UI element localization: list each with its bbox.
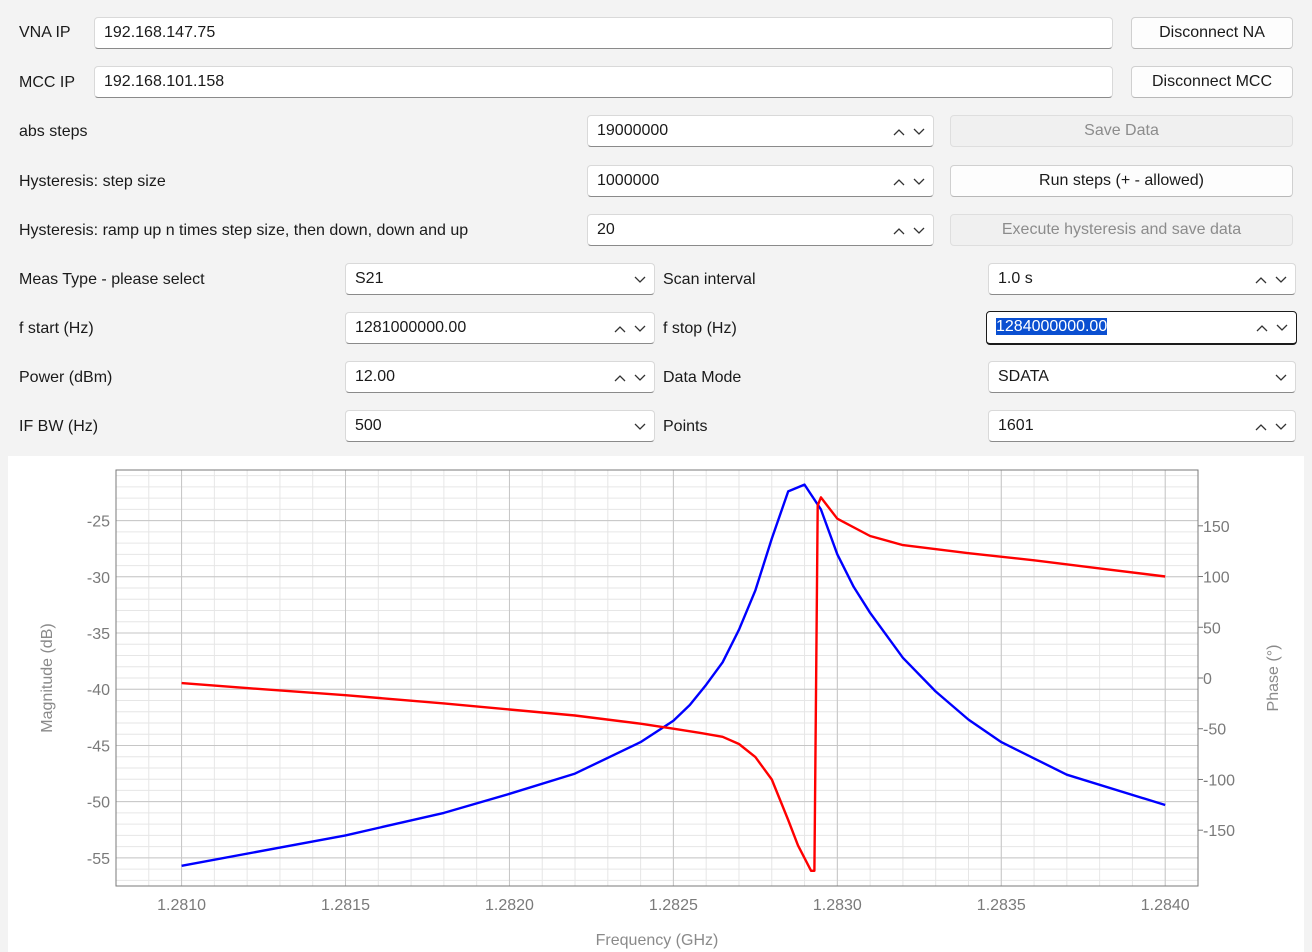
- disconnect-mcc-button[interactable]: Disconnect MCC: [1131, 66, 1293, 98]
- vna-plot[interactable]: 1.2810 1.2815 1.2820 1.2825 1.2830 1.2835 1.28…: [8, 456, 1304, 952]
- execute-hysteresis-button[interactable]: Execute hysteresis and save data: [950, 214, 1293, 246]
- increment-icon[interactable]: [891, 215, 907, 245]
- hysteresis-ramp-label: Hysteresis: ramp up n times step size, t…: [19, 222, 469, 239]
- hysteresis-step-value: 1000000: [597, 172, 660, 189]
- y-axis-title: Magnitude (dB): [39, 623, 56, 732]
- meas-type-value: S21: [355, 270, 384, 287]
- hysteresis-ramp-value: 20: [597, 221, 615, 238]
- y-tick-label: -45: [87, 738, 110, 755]
- y-tick-label: -30: [87, 570, 110, 587]
- increment-icon[interactable]: [612, 313, 628, 343]
- abs-steps-value: 19000000: [597, 122, 669, 139]
- y-tick-label: -40: [87, 682, 110, 699]
- f-stop-label: f stop (Hz): [663, 320, 737, 337]
- x-axis-title: Frequency (GHz): [596, 932, 719, 949]
- increment-icon[interactable]: [1254, 312, 1270, 342]
- f-stop-value: 1284000000.00: [996, 318, 1108, 335]
- disconnect-na-button[interactable]: Disconnect NA: [1131, 17, 1293, 49]
- f-stop-spinbox[interactable]: 1284000000.00: [986, 311, 1297, 345]
- y2-tick-label: -50: [1203, 722, 1226, 739]
- chevron-down-icon: [632, 264, 648, 294]
- y-tick-label: -55: [87, 851, 110, 868]
- grid-minor: [115, 470, 1199, 886]
- f-start-label: f start (Hz): [19, 320, 94, 337]
- decrement-icon[interactable]: [1273, 264, 1289, 294]
- points-label: Points: [663, 418, 708, 435]
- increment-icon[interactable]: [1253, 264, 1269, 294]
- data-mode-value: SDATA: [998, 368, 1049, 385]
- power-spinbox[interactable]: 12.00: [345, 361, 655, 393]
- x-tick-label: 1.2830: [813, 897, 862, 914]
- x-tick-label: 1.2825: [649, 897, 698, 914]
- y-tick-label: -25: [87, 514, 110, 531]
- data-mode-select[interactable]: SDATA: [988, 361, 1296, 393]
- decrement-icon[interactable]: [632, 362, 648, 392]
- decrement-icon[interactable]: [632, 313, 648, 343]
- decrement-icon[interactable]: [1273, 411, 1289, 441]
- x-tick-label: 1.2815: [321, 897, 370, 914]
- if-bw-select[interactable]: 500: [345, 410, 655, 442]
- mcc-ip-label: MCC IP: [19, 74, 75, 91]
- hysteresis-step-spinbox[interactable]: 1000000: [587, 165, 934, 197]
- y2-tick-label: 50: [1203, 620, 1221, 637]
- f-start-value: 1281000000.00: [355, 319, 467, 336]
- y-tick-label: -35: [87, 626, 110, 643]
- chevron-down-icon: [632, 411, 648, 441]
- decrement-icon[interactable]: [911, 166, 927, 196]
- hysteresis-step-label: Hysteresis: step size: [19, 173, 166, 190]
- points-spinbox[interactable]: 1601: [988, 410, 1296, 442]
- traces: [181, 483, 1166, 872]
- meas-type-label: Meas Type - please select: [19, 271, 205, 288]
- x-tick-label: 1.2835: [977, 897, 1026, 914]
- points-value: 1601: [998, 417, 1034, 434]
- meas-type-select[interactable]: S21: [345, 263, 655, 295]
- increment-icon[interactable]: [612, 362, 628, 392]
- x-tick-label: 1.2840: [1141, 897, 1190, 914]
- phase-trace: [181, 496, 1166, 872]
- abs-steps-label: abs steps: [19, 123, 88, 140]
- f-start-spinbox[interactable]: 1281000000.00: [345, 312, 655, 344]
- power-label: Power (dBm): [19, 369, 113, 386]
- mcc-ip-input[interactable]: 192.168.101.158: [94, 66, 1113, 98]
- magnitude-trace: [181, 483, 1166, 867]
- abs-steps-spinbox[interactable]: 19000000: [587, 115, 934, 147]
- increment-icon[interactable]: [891, 116, 907, 146]
- decrement-icon[interactable]: [1274, 312, 1290, 342]
- y2-tick-label: 0: [1203, 671, 1212, 688]
- decrement-icon[interactable]: [911, 215, 927, 245]
- decrement-icon[interactable]: [911, 116, 927, 146]
- increment-icon[interactable]: [891, 166, 907, 196]
- grid-major: [116, 470, 1198, 886]
- y2-axis-title: Phase (°): [1265, 645, 1282, 712]
- data-mode-label: Data Mode: [663, 369, 742, 386]
- x-tick-label: 1.2820: [485, 897, 534, 914]
- scan-interval-spinbox[interactable]: 1.0 s: [988, 263, 1296, 295]
- x-tick-label: 1.2810: [157, 897, 206, 914]
- scan-interval-value: 1.0 s: [998, 270, 1033, 287]
- save-data-button[interactable]: Save Data: [950, 115, 1293, 147]
- if-bw-label: IF BW (Hz): [19, 418, 99, 435]
- hysteresis-ramp-spinbox[interactable]: 20: [587, 214, 934, 246]
- vna-ip-label: VNA IP: [19, 24, 71, 41]
- chevron-down-icon: [1273, 362, 1289, 392]
- increment-icon[interactable]: [1253, 411, 1269, 441]
- vna-ip-input[interactable]: 192.168.147.75: [94, 17, 1113, 49]
- power-value: 12.00: [355, 368, 396, 385]
- run-steps-button[interactable]: Run steps (+ - allowed): [950, 165, 1293, 197]
- scan-interval-label: Scan interval: [663, 271, 756, 288]
- y-tick-label: -50: [87, 795, 110, 812]
- y2-tick-label: -150: [1203, 823, 1235, 840]
- y2-tick-label: -100: [1203, 772, 1235, 789]
- y2-tick-label: 100: [1203, 570, 1230, 587]
- if-bw-value: 500: [355, 417, 382, 434]
- axis-ticks: 1.2810 1.2815 1.2820 1.2825 1.2830 1.2835 1.28…: [87, 514, 1235, 914]
- y2-tick-label: 150: [1203, 519, 1230, 536]
